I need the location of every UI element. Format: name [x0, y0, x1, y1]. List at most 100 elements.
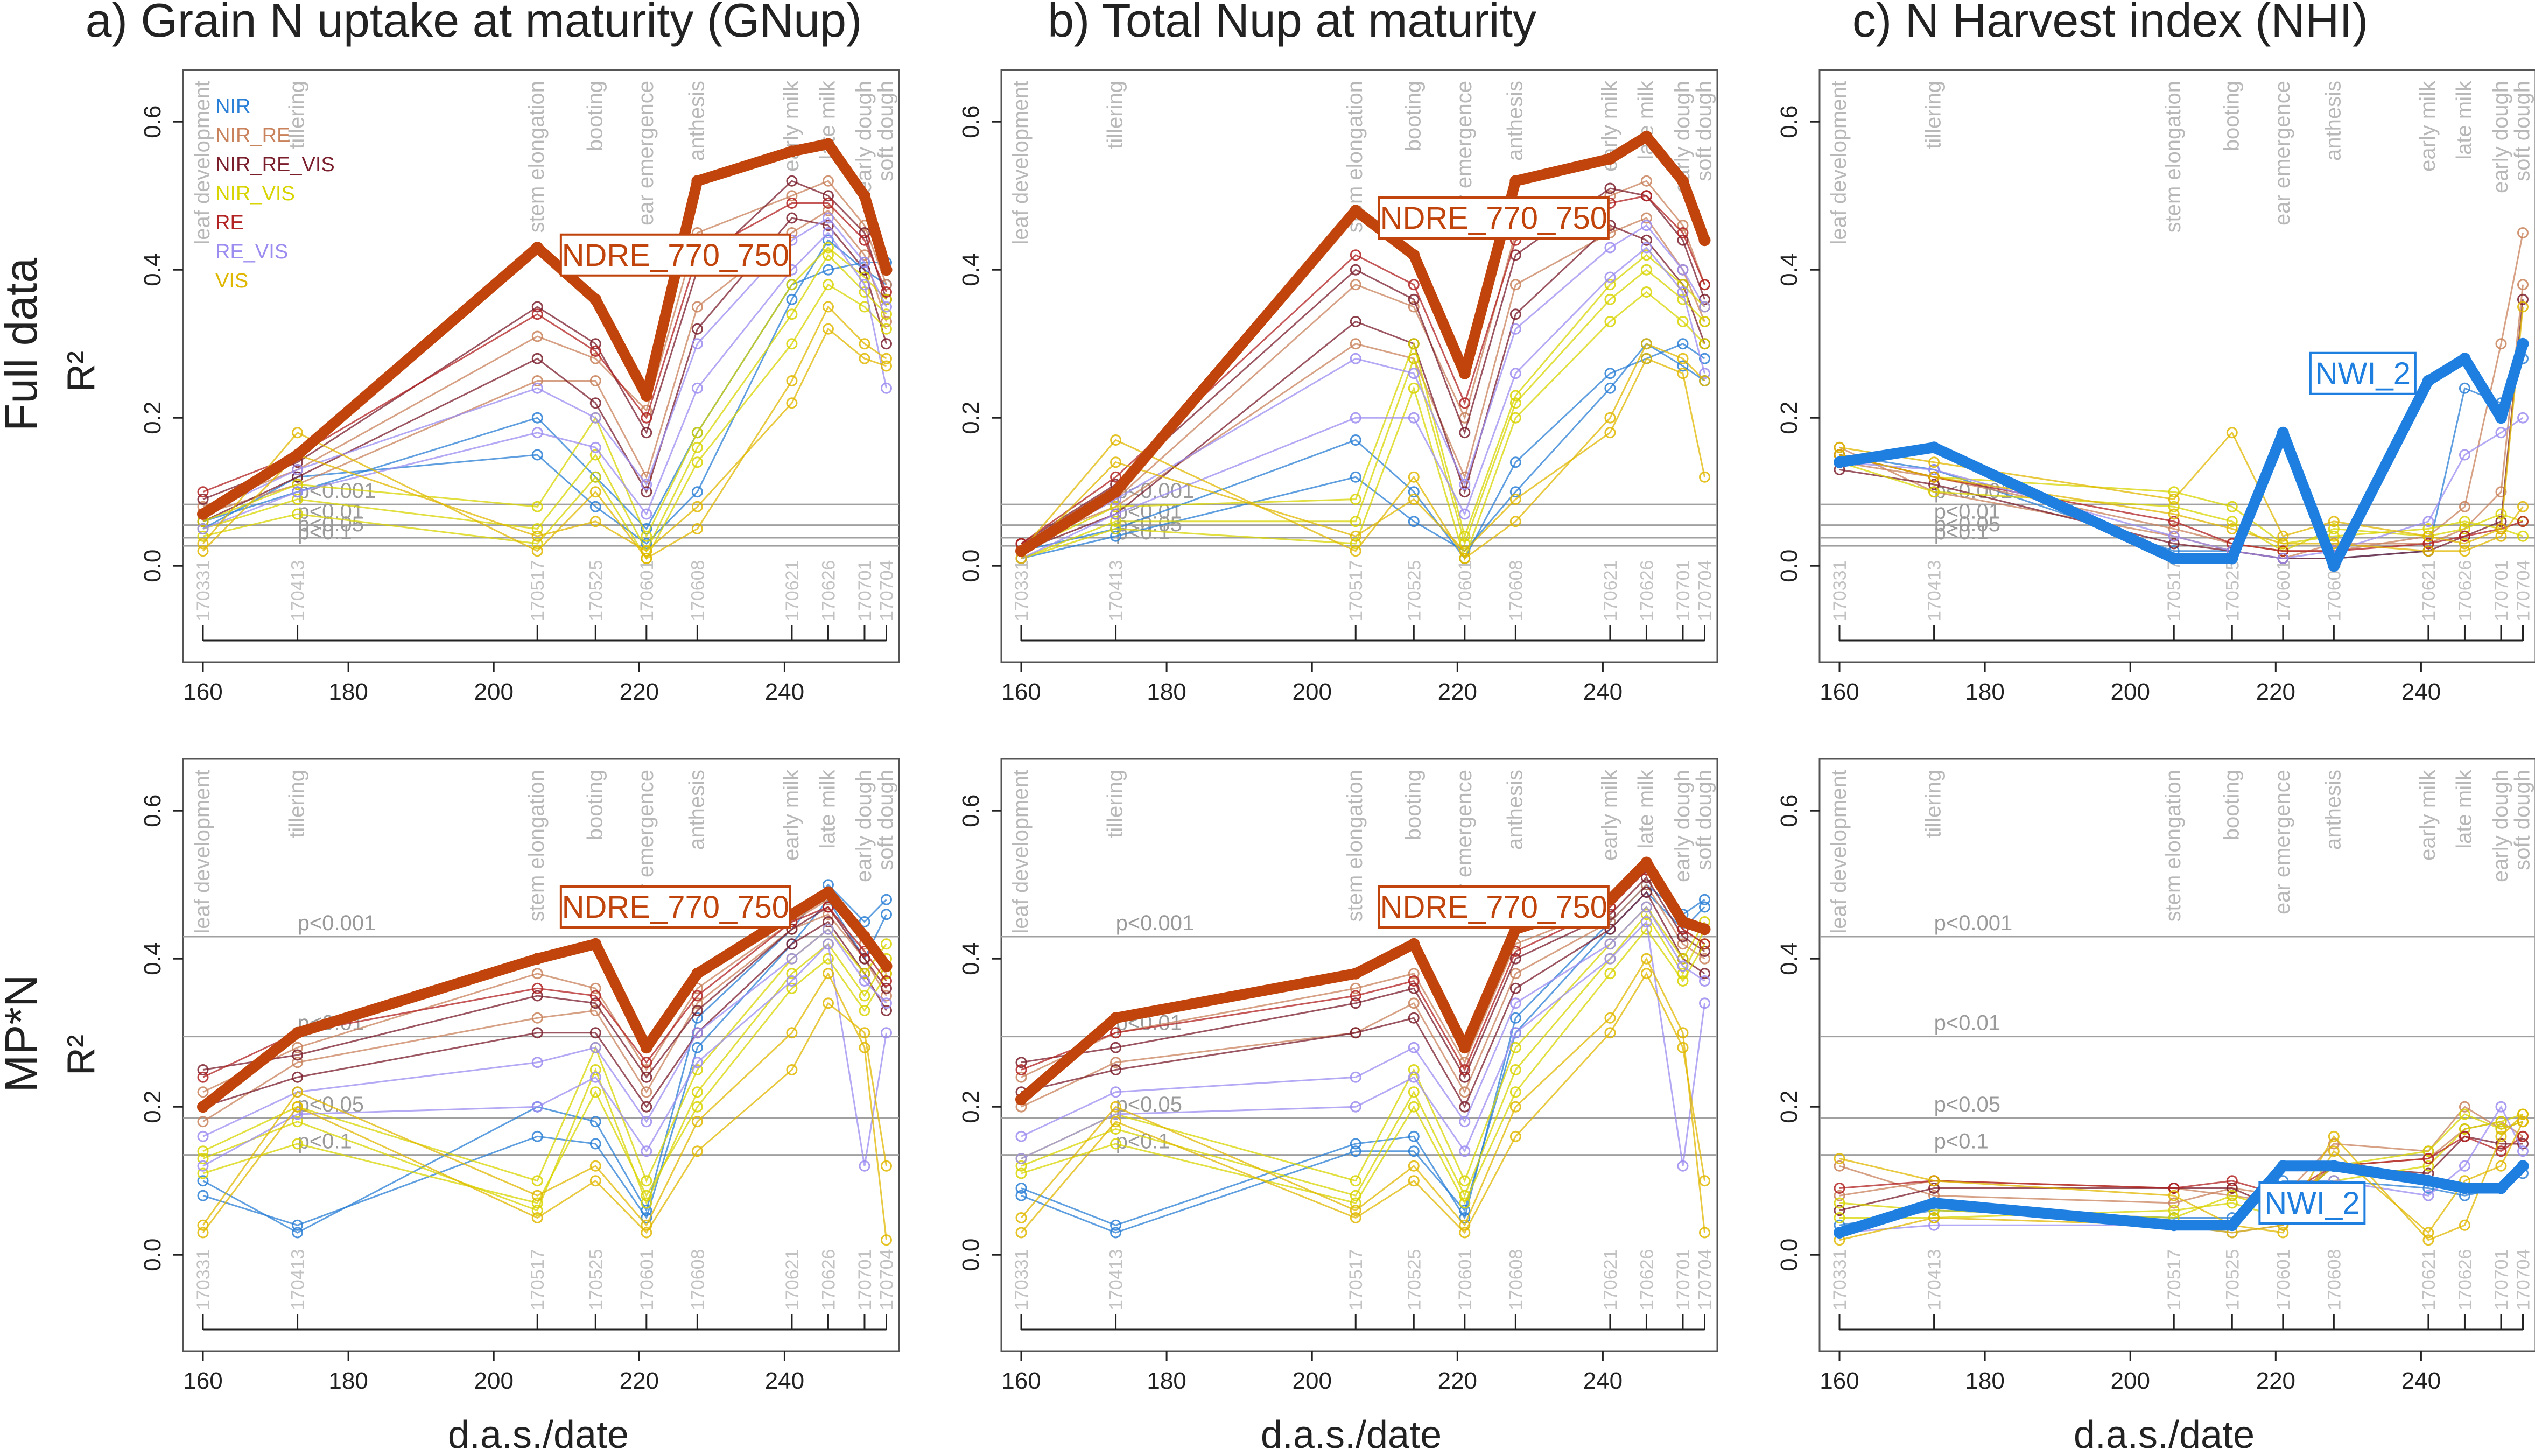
plot-frame: [1818, 758, 2535, 1352]
series-line-vis: [1020, 957, 1705, 1233]
series-line-re_vis: [202, 942, 887, 1167]
series-point: [859, 975, 870, 987]
series-point: [197, 1167, 209, 1179]
annotation-label: NDRE_770_750: [1380, 201, 1607, 236]
series-point: [1408, 1064, 1420, 1075]
series-point: [1677, 279, 1689, 291]
stage-label: anthesis: [1503, 770, 1527, 850]
x-tick-label: 200: [2111, 1368, 2150, 1394]
highlight-point: [2495, 412, 2507, 424]
stage-label: soft dough: [2510, 81, 2534, 181]
series-point: [786, 375, 798, 386]
series-point: [1509, 968, 1521, 980]
plot-frame: [182, 758, 900, 1352]
stage-label: tillering: [285, 81, 309, 149]
series-point: [1677, 938, 1689, 950]
date-label: 170701: [855, 560, 875, 621]
series-point: [822, 916, 834, 927]
series-point: [822, 279, 834, 291]
series-point: [589, 486, 601, 498]
series-point: [822, 190, 834, 202]
series-point: [1459, 1101, 1471, 1113]
legend-item-re: RE: [215, 212, 244, 234]
x-tick-label: 240: [765, 679, 804, 705]
series-point: [822, 953, 834, 965]
series-point: [2495, 530, 2507, 542]
series-point: [197, 486, 209, 498]
date-label: 170704: [1695, 1249, 1715, 1310]
y-tick-label: 0.6: [1776, 105, 1802, 138]
series-point: [641, 1190, 652, 1201]
series-point: [1509, 1064, 1521, 1075]
series-point: [292, 471, 304, 483]
date-label: 170413: [1925, 1249, 1945, 1310]
stage-label: tillering: [1104, 770, 1127, 838]
series-point: [1698, 353, 1710, 364]
highlight-point: [2328, 1160, 2340, 1172]
series-point: [1110, 456, 1122, 468]
series-point: [1677, 227, 1689, 238]
series-point: [1604, 923, 1616, 935]
series-point: [880, 338, 892, 350]
series-point: [641, 1101, 652, 1113]
date-label: 170517: [1346, 1249, 1366, 1310]
date-label: 170608: [1506, 1249, 1526, 1310]
legend: NIR NIR_RE NIR_RE_VIS NIR_VIS RE RE_VIS …: [215, 95, 335, 292]
series-point: [1110, 1042, 1122, 1053]
highlight-point: [691, 175, 704, 187]
series-point: [691, 1101, 703, 1113]
highlight-line: [198, 887, 892, 1113]
highlight-point: [1408, 938, 1420, 950]
highlight-point: [197, 508, 209, 520]
series-point: [880, 308, 892, 320]
highlight-point: [1928, 1197, 1940, 1209]
series-point: [531, 330, 543, 342]
series-point: [2422, 1145, 2434, 1157]
panel-c-full: 0.0 0.2 0.4 0.6 160 180 200 220 240 170331 170413 1…: [1776, 69, 2535, 705]
series-point: [1640, 212, 1652, 224]
highlight-point: [2517, 1160, 2529, 1172]
stage-label: tillering: [1922, 770, 1946, 838]
annotation-box: [2258, 1181, 2366, 1225]
threshold-label: p<0.1: [298, 520, 352, 544]
series-line-nir_vis: [202, 958, 887, 1204]
series-point: [786, 190, 798, 202]
series-point: [1509, 279, 1521, 291]
date-label: 170331: [1830, 560, 1850, 621]
series-point: [786, 308, 798, 320]
date-label: 170413: [1925, 560, 1945, 621]
date-label: 170626: [818, 560, 839, 621]
stage-label: anthesis: [685, 81, 708, 161]
series-point: [589, 516, 601, 527]
series-point: [531, 412, 543, 424]
series-point: [1110, 434, 1122, 446]
y-tick-label: 0.2: [139, 1091, 166, 1123]
date-label: 170517: [2164, 560, 2185, 621]
series-point: [292, 1227, 304, 1239]
series-point: [531, 427, 543, 439]
y-tick-label: 0.6: [958, 794, 984, 827]
stage-label: leaf development: [191, 81, 214, 245]
series-point: [822, 249, 834, 261]
series-point: [1677, 220, 1689, 231]
series-point: [1604, 182, 1616, 194]
threshold-label: p<0.001: [1116, 911, 1195, 935]
series-point: [1110, 1123, 1122, 1135]
series-point: [2328, 1145, 2340, 1157]
series-line-vis: [1020, 342, 1705, 560]
series-point: [859, 1027, 870, 1039]
series-point: [1698, 1227, 1710, 1239]
series-point: [786, 227, 798, 238]
series-point: [2226, 501, 2238, 512]
date-label: 170517: [528, 560, 548, 621]
series-point: [1459, 479, 1471, 490]
series-point: [197, 545, 209, 557]
series-point: [1928, 479, 1940, 490]
series-point: [786, 198, 798, 209]
highlight-point: [2328, 560, 2340, 572]
series-point: [589, 346, 601, 357]
highlight-line: [198, 138, 892, 519]
y-tick-label: 0.0: [139, 550, 166, 582]
series-point: [1928, 1219, 1940, 1231]
series-point: [2328, 530, 2340, 542]
